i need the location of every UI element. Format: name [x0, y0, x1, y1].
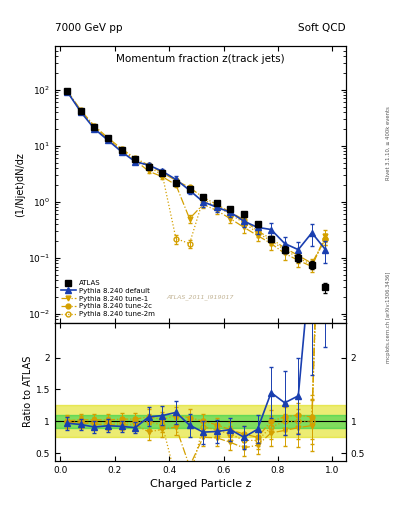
Y-axis label: Ratio to ATLAS: Ratio to ATLAS — [23, 356, 33, 428]
Legend: ATLAS, Pythia 8.240 default, Pythia 8.240 tune-1, Pythia 8.240 tune-2c, Pythia 8: ATLAS, Pythia 8.240 default, Pythia 8.24… — [59, 278, 156, 319]
X-axis label: Charged Particle z: Charged Particle z — [150, 479, 251, 489]
Text: Soft QCD: Soft QCD — [298, 23, 346, 33]
Text: Rivet 3.1.10, ≥ 400k events: Rivet 3.1.10, ≥ 400k events — [386, 106, 391, 180]
Text: Momentum fraction z(track jets): Momentum fraction z(track jets) — [116, 54, 285, 65]
Y-axis label: (1/Njet)dN/dz: (1/Njet)dN/dz — [15, 152, 25, 217]
Text: mcplots.cern.ch [arXiv:1306.3436]: mcplots.cern.ch [arXiv:1306.3436] — [386, 272, 391, 363]
Text: ATLAS_2011_I919017: ATLAS_2011_I919017 — [167, 295, 234, 301]
Text: 7000 GeV pp: 7000 GeV pp — [55, 23, 123, 33]
